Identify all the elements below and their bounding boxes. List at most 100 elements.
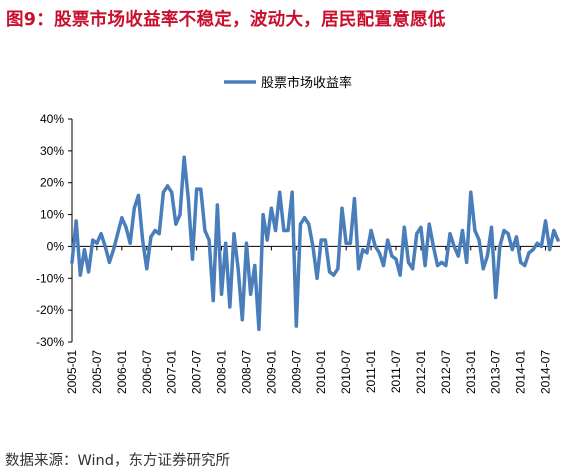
x-tick-label: 2007-01 [165, 350, 179, 394]
data-point [498, 244, 502, 249]
data-point [87, 270, 91, 274]
x-tick-label: 2013-01 [464, 350, 478, 394]
data-point [278, 190, 282, 194]
data-point [132, 206, 136, 210]
data-point [240, 318, 244, 322]
data-point [444, 263, 448, 268]
legend-label: 股票市场收益率 [261, 75, 352, 91]
data-point [219, 292, 224, 296]
data-point [539, 244, 543, 249]
data-point [199, 187, 203, 191]
x-tick-label: 2005-01 [65, 350, 79, 394]
x-tick-label: 2011-01 [364, 350, 378, 393]
x-tick-label: 2010-01 [314, 350, 328, 394]
data-point [440, 260, 444, 264]
y-tick-label: -30% [36, 335, 64, 349]
data-point [406, 260, 411, 264]
data-point [340, 206, 344, 210]
data-point [456, 254, 460, 258]
data-point [373, 244, 377, 249]
data-point [145, 267, 149, 271]
figure-title: 图9：股票市场收益率不稳定，波动大，居民配置意愿低 [6, 10, 446, 30]
data-point [323, 238, 327, 242]
data-point [236, 267, 240, 271]
data-point [207, 238, 211, 242]
data-point [319, 238, 323, 242]
x-tick-label: 2007-07 [190, 350, 204, 394]
data-point [332, 273, 336, 277]
data-point [485, 254, 489, 258]
y-tick-label: 30% [40, 144, 64, 158]
x-tick-label: 2009-07 [289, 350, 303, 394]
data-point [427, 222, 431, 226]
data-point [357, 267, 361, 271]
data-point [431, 244, 435, 249]
data-point [153, 228, 157, 233]
data-point [448, 232, 452, 236]
data-point [465, 260, 469, 264]
data-point [116, 232, 120, 236]
data-point [315, 276, 319, 280]
data-point [548, 248, 552, 252]
data-point [469, 190, 473, 194]
data-point [273, 228, 278, 233]
x-tick-label: 2013-07 [489, 350, 503, 394]
data-point [74, 219, 78, 223]
data-point [261, 212, 265, 217]
data-point [249, 292, 253, 296]
x-tick-label: 2011-07 [389, 350, 403, 393]
data-point [506, 232, 510, 236]
data-point [452, 244, 456, 249]
x-tick-label: 2006-07 [140, 350, 154, 394]
data-point [282, 228, 286, 233]
data-point [174, 222, 178, 226]
data-point [161, 190, 165, 194]
data-point [556, 238, 560, 242]
x-tick-label: 2012-01 [414, 350, 428, 394]
data-point [141, 238, 145, 242]
data-point [215, 203, 219, 207]
data-point [186, 197, 190, 201]
y-axis-ticks: -30% -20% -10% 0% 10% 20% 30% 40% [36, 112, 72, 349]
x-tick-label: 2014-07 [539, 350, 553, 394]
data-point [157, 232, 161, 236]
data-point [435, 263, 440, 268]
data-point [352, 197, 357, 201]
data-point [178, 212, 182, 217]
data-point [182, 155, 186, 159]
data-point [149, 235, 153, 239]
data-point [386, 238, 390, 242]
data-point [103, 244, 107, 249]
data-point [82, 248, 87, 252]
legend: 股票市场收益率 [224, 75, 352, 91]
y-tick-label: 20% [40, 176, 64, 190]
data-point [423, 263, 427, 268]
data-point [348, 241, 352, 245]
data-point [519, 260, 523, 264]
data-point [394, 257, 398, 261]
data-point [290, 190, 294, 194]
data-point [286, 228, 290, 233]
x-tick-label: 2010-07 [339, 350, 353, 394]
data-point [257, 327, 261, 331]
x-tick-label: 2006-01 [115, 350, 129, 394]
data-point [535, 241, 539, 245]
data-point [111, 248, 116, 252]
data-point [419, 225, 423, 229]
x-axis-ticks: 2005-01 2005-07 2006-01 2006-07 2007-01 2007-… [65, 246, 553, 394]
data-point [128, 241, 132, 245]
data-point [269, 206, 273, 210]
y-tick-label: 40% [40, 112, 64, 126]
data-point [311, 244, 315, 249]
data-point [543, 219, 548, 223]
data-point [489, 225, 494, 229]
data-point [99, 232, 103, 236]
y-tick-label: -20% [36, 303, 64, 317]
x-tick-label: 2008-01 [215, 350, 229, 394]
x-tick-label: 2008-07 [239, 350, 253, 394]
data-point [481, 267, 485, 271]
data-point [502, 228, 506, 233]
data-point [411, 267, 415, 271]
data-point [344, 241, 348, 245]
